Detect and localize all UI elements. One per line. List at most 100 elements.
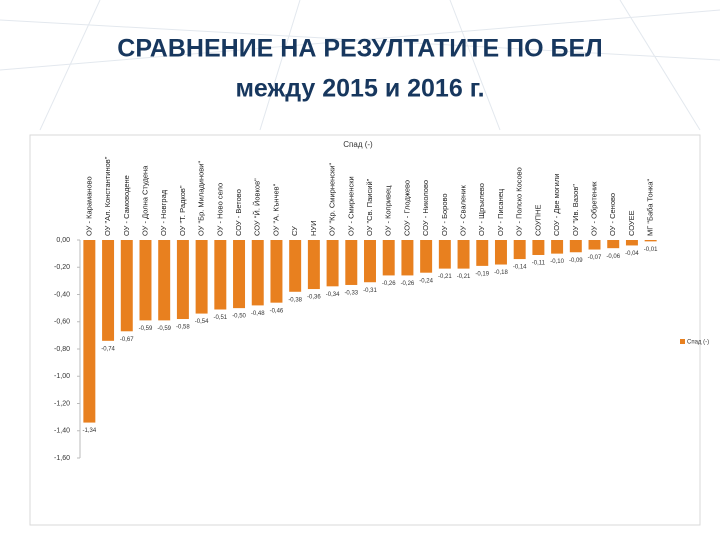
y-tick-label: -1,20 — [54, 400, 70, 407]
bar — [158, 240, 171, 321]
category-label: ОУ - Щръклево — [477, 183, 486, 236]
bar — [120, 240, 133, 332]
value-label: -0,10 — [550, 259, 564, 265]
category-label: ОУ - Обретеник — [590, 181, 599, 236]
bar — [214, 240, 227, 310]
value-label: -0,59 — [157, 326, 171, 332]
category-label: ОУ - Сваленик — [459, 185, 468, 236]
y-tick-label: -1,00 — [54, 373, 70, 380]
bar — [307, 240, 320, 290]
y-tick-label: -0,60 — [54, 319, 70, 326]
value-label: -0,21 — [457, 274, 471, 280]
category-label: ОУ - Караманово — [84, 176, 93, 236]
category-label: ОУ "Ив. Вазов" — [571, 184, 580, 236]
y-tick-label: -1,40 — [54, 428, 70, 435]
bar — [420, 240, 433, 273]
value-label: -0,46 — [270, 308, 284, 314]
category-label: ОУ - Писанец — [496, 188, 505, 236]
value-label: -0,11 — [532, 261, 546, 267]
category-label: ОУ - Борово — [440, 193, 449, 236]
category-label: ОУ "Т. Радков" — [178, 185, 187, 236]
category-label: СОУ - Две могили — [552, 174, 561, 236]
value-label: -0,50 — [232, 314, 246, 320]
value-label: -0,54 — [195, 319, 209, 325]
value-label: -0,36 — [307, 295, 321, 301]
category-label: СОУЕЕ — [627, 210, 636, 236]
value-label: -0,74 — [101, 346, 115, 352]
value-label: -0,51 — [213, 315, 227, 321]
bar — [438, 240, 451, 269]
legend-swatch — [680, 339, 685, 344]
bar — [251, 240, 264, 306]
value-label: -0,06 — [606, 254, 620, 260]
title: СРАВНЕНИЕ НА РЕЗУЛТАТИТЕ ПО БЕЛ — [117, 35, 602, 63]
bar — [382, 240, 395, 276]
category-label: СОУПНЕ — [533, 205, 542, 237]
decor — [0, 0, 720, 131]
category-label: ОУ "Бр. Миладинови" — [197, 161, 206, 236]
category-label: ОУ - Долна Студена — [140, 165, 149, 236]
bar — [102, 240, 115, 341]
bar — [513, 240, 526, 260]
category-label: ОУ - Полско Косово — [515, 167, 524, 236]
category-label: ОУ - Ново село — [215, 183, 224, 236]
y-tick-label: 0,00 — [56, 237, 70, 244]
bar — [532, 240, 545, 255]
bar — [625, 240, 638, 246]
value-label: -0,24 — [419, 278, 433, 284]
value-label: -0,14 — [513, 265, 527, 271]
value-label: -1,34 — [83, 428, 97, 434]
category-label: НУИ — [309, 220, 318, 236]
chart-area — [29, 134, 701, 526]
category-label: ОУ "Ал. Константинов" — [103, 156, 112, 236]
y-tick-label: -0,40 — [54, 291, 70, 298]
bar — [364, 240, 376, 283]
bar — [569, 240, 582, 253]
value-label: -0,26 — [401, 281, 415, 287]
value-label: -0,58 — [176, 325, 190, 331]
bar — [139, 240, 152, 321]
category-label: МГ "Баба Тонка" — [646, 179, 655, 236]
category-label: ОУ - Новград — [159, 189, 168, 236]
legend-label: Спад (-) — [687, 340, 709, 346]
category-label: ОУ "А. Кънчев" — [271, 183, 280, 236]
category-label: ОУ - Смирненски — [346, 176, 355, 236]
category-label: ОУ "Кр. Смирненски" — [328, 163, 337, 236]
bar — [644, 240, 657, 242]
bar — [83, 240, 96, 423]
bar — [195, 240, 208, 314]
chart-title: Спад (-) — [343, 140, 373, 149]
bar — [345, 240, 358, 285]
value-label: -0,18 — [494, 270, 508, 276]
category-label: СУ — [290, 226, 299, 236]
bar — [476, 240, 489, 266]
value-label: -0,09 — [569, 258, 583, 264]
category-label: СОУ - Глоджево — [402, 180, 411, 236]
subtitle: между 2015 и 2016 г. — [235, 75, 484, 103]
value-label: -0,31 — [363, 288, 377, 294]
y-tick-label: -1,60 — [54, 455, 70, 462]
category-label: СОУ - Ветово — [234, 189, 243, 236]
bar — [233, 240, 246, 309]
y-tick-label: -0,20 — [54, 264, 70, 271]
category-label: ОУ - Самоводене — [122, 175, 131, 236]
category-label: СОУ "Й. Йовков" — [253, 178, 262, 236]
value-label: -0,33 — [344, 291, 358, 297]
category-label: ОУ "Св. Паисий" — [365, 178, 374, 236]
bar — [401, 240, 414, 276]
bar — [551, 240, 564, 254]
bar — [588, 240, 601, 250]
value-label: -0,48 — [251, 311, 265, 317]
bar — [289, 240, 302, 292]
bar — [607, 240, 620, 249]
value-label: -0,07 — [588, 255, 602, 261]
value-label: -0,21 — [438, 274, 452, 280]
value-label: -0,26 — [382, 281, 396, 287]
value-label: -0,67 — [120, 337, 134, 343]
category-label: СОУ - Николово — [421, 180, 430, 236]
bar — [457, 240, 470, 269]
y-tick-label: -0,80 — [54, 346, 70, 353]
value-label: -0,59 — [139, 326, 153, 332]
